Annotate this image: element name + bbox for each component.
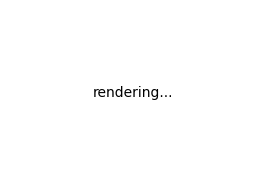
Text: rendering...: rendering... bbox=[93, 86, 173, 100]
